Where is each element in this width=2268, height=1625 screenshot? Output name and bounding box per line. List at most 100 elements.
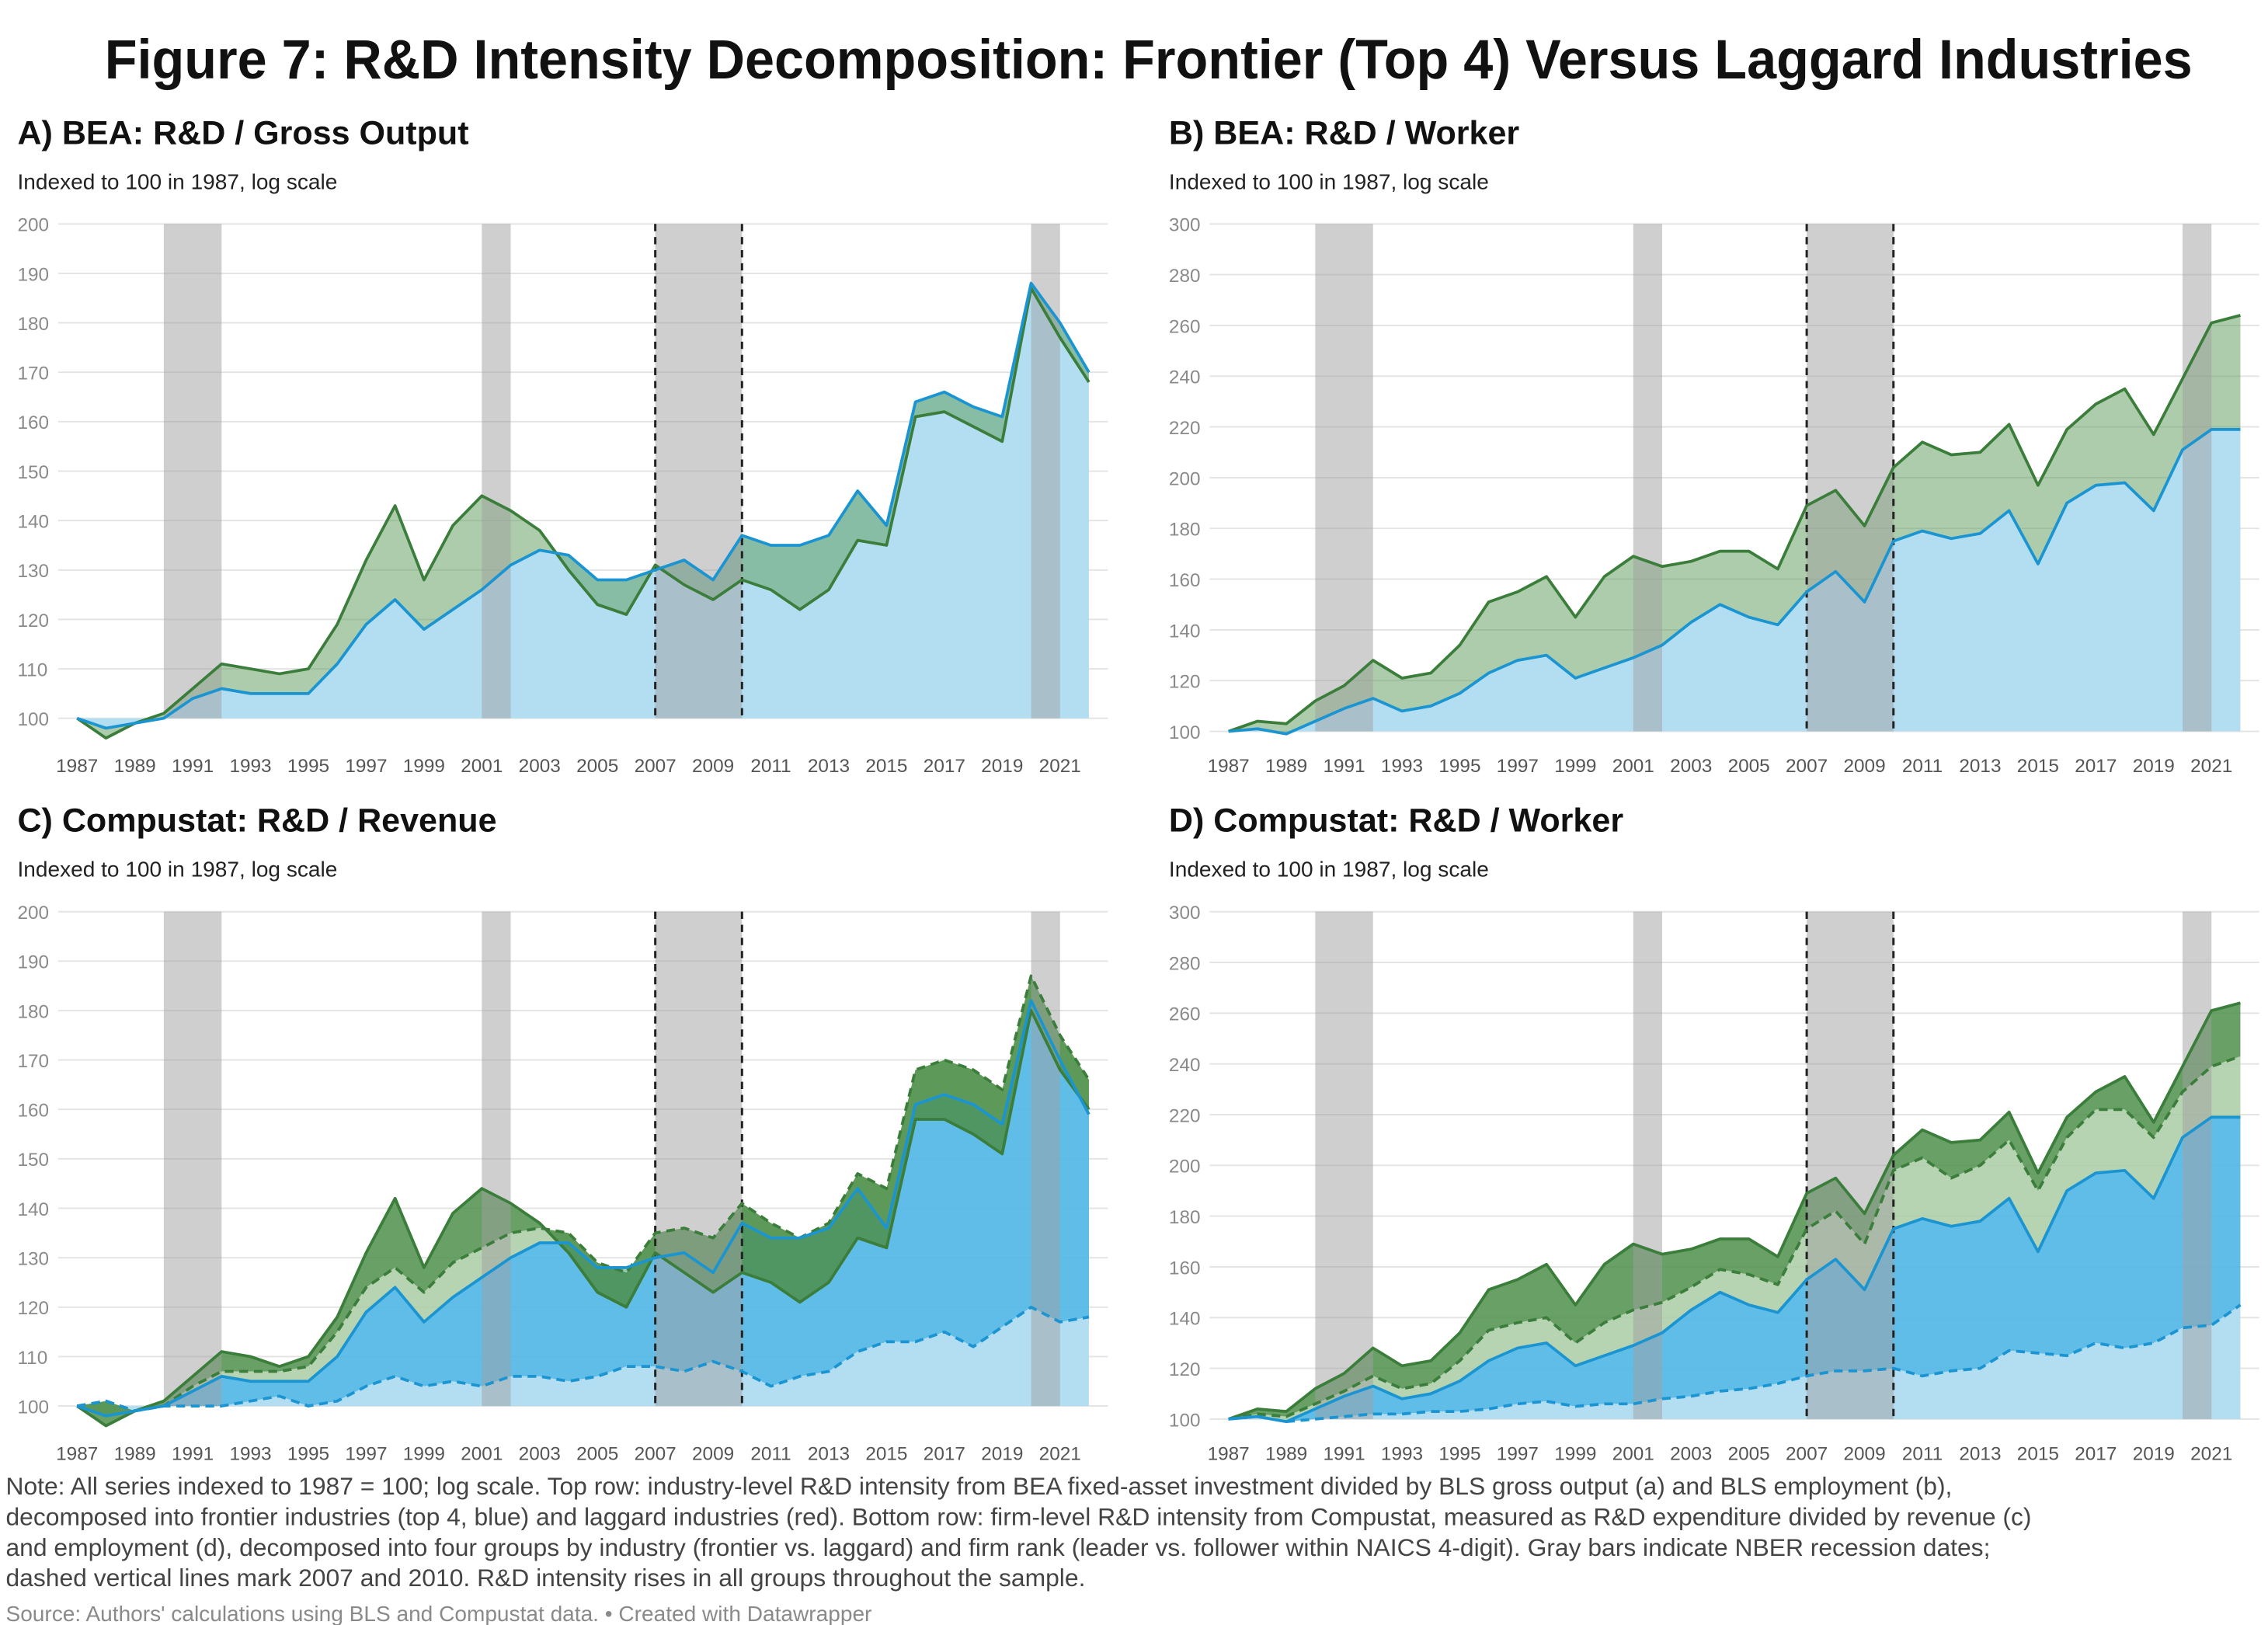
x-tick-label: 1991 bbox=[1323, 1443, 1365, 1464]
source: Source: Authors' calculations using BLS … bbox=[5, 1602, 871, 1625]
x-tick-label: 1999 bbox=[403, 756, 445, 777]
x-tick-label: 1993 bbox=[229, 756, 271, 777]
x-tick-label: 1999 bbox=[1554, 1443, 1596, 1464]
y-tick-label: 120 bbox=[17, 611, 49, 632]
x-tick-label: 1995 bbox=[287, 756, 329, 777]
y-tick-label: 140 bbox=[1169, 1309, 1201, 1330]
area bbox=[77, 283, 1089, 729]
x-tick-label: 2011 bbox=[1902, 1443, 1943, 1464]
panel-title: C) Compustat: R&D / Revenue bbox=[17, 802, 496, 840]
panel-title: D) Compustat: R&D / Worker bbox=[1169, 802, 1623, 840]
x-tick-label: 2009 bbox=[1843, 1443, 1885, 1464]
y-tick-label: 280 bbox=[1169, 953, 1201, 974]
x-tick-label: 1987 bbox=[56, 756, 98, 777]
x-tick-label: 2013 bbox=[808, 756, 850, 777]
x-tick-label: 2005 bbox=[1728, 756, 1770, 777]
recession-bar bbox=[1807, 911, 1894, 1419]
y-tick-label: 190 bbox=[17, 952, 49, 973]
y-tick-label: 220 bbox=[1169, 418, 1201, 439]
x-tick-label: 1995 bbox=[1438, 756, 1480, 777]
series-line bbox=[1228, 1303, 2242, 1424]
y-tick-label: 140 bbox=[17, 512, 49, 533]
panel-title: A) BEA: R&D / Gross Output bbox=[17, 114, 468, 151]
x-tick-label: 2015 bbox=[865, 756, 907, 777]
recession-bar bbox=[482, 224, 511, 719]
x-tick-label: 2001 bbox=[1612, 756, 1654, 777]
recession-bar bbox=[482, 911, 511, 1407]
x-tick-label: 2019 bbox=[2133, 756, 2175, 777]
x-tick-label: 2005 bbox=[1728, 1443, 1770, 1464]
y-tick-label: 120 bbox=[1169, 1359, 1201, 1380]
recession-bar bbox=[1807, 224, 1894, 732]
series-line bbox=[1228, 1055, 2242, 1421]
x-tick-label: 2013 bbox=[1959, 756, 2001, 777]
x-tick-label: 1987 bbox=[1208, 1443, 1250, 1464]
x-tick-label: 2007 bbox=[1786, 1443, 1828, 1464]
x-tick-label: 2011 bbox=[1902, 756, 1943, 777]
recession-bar bbox=[163, 911, 222, 1407]
x-tick-label: 1997 bbox=[345, 756, 387, 777]
x-tick-label: 1991 bbox=[1323, 756, 1365, 777]
x-tick-label: 2019 bbox=[2133, 1443, 2175, 1464]
recession-bar bbox=[1031, 911, 1060, 1407]
x-tick-label: 1989 bbox=[1265, 1443, 1307, 1464]
x-tick-label: 1993 bbox=[1381, 1443, 1423, 1464]
x-tick-label: 1989 bbox=[1265, 756, 1307, 777]
x-tick-label: 2005 bbox=[576, 756, 618, 777]
x-tick-label: 2017 bbox=[924, 756, 965, 777]
x-tick-label: 2007 bbox=[1786, 756, 1828, 777]
y-tick-label: 180 bbox=[17, 1001, 49, 1022]
x-tick-label: 2001 bbox=[461, 1443, 503, 1464]
note-line: decomposed into frontier industries (top… bbox=[5, 1503, 2031, 1531]
x-tick-label: 2017 bbox=[924, 1443, 965, 1464]
x-tick-label: 1995 bbox=[287, 1443, 329, 1464]
panel-subtitle: Indexed to 100 in 1987, log scale bbox=[1169, 169, 1489, 193]
y-tick-label: 110 bbox=[17, 1348, 47, 1369]
series-line bbox=[76, 1009, 1091, 1428]
panel-subtitle: Indexed to 100 in 1987, log scale bbox=[17, 858, 337, 882]
x-tick-label: 1999 bbox=[403, 1443, 445, 1464]
y-tick-label: 260 bbox=[1169, 316, 1201, 337]
x-tick-label: 2009 bbox=[692, 756, 734, 777]
y-tick-label: 240 bbox=[1169, 1055, 1201, 1076]
area bbox=[1228, 1003, 2241, 1419]
recession-bar bbox=[163, 224, 222, 719]
x-tick-label: 2013 bbox=[1959, 1443, 2001, 1464]
x-tick-label: 1991 bbox=[172, 756, 214, 777]
recession-bar bbox=[1031, 224, 1060, 719]
x-tick-label: 2007 bbox=[635, 756, 677, 777]
note-line: dashed vertical lines mark 2007 and 2010… bbox=[5, 1564, 1085, 1592]
x-tick-label: 2013 bbox=[808, 1443, 850, 1464]
panel-subtitle: Indexed to 100 in 1987, log scale bbox=[1169, 858, 1489, 882]
y-tick-label: 220 bbox=[1169, 1105, 1201, 1126]
y-tick-label: 160 bbox=[1169, 570, 1201, 591]
area bbox=[1228, 429, 2241, 734]
y-tick-label: 180 bbox=[1169, 520, 1201, 541]
x-tick-label: 2005 bbox=[576, 1443, 618, 1464]
y-tick-label: 140 bbox=[17, 1199, 49, 1220]
x-tick-label: 2003 bbox=[1670, 1443, 1712, 1464]
recession-bar bbox=[655, 911, 743, 1407]
series-line bbox=[76, 1305, 1090, 1413]
x-tick-label: 2001 bbox=[1612, 1443, 1654, 1464]
y-tick-label: 110 bbox=[17, 659, 47, 680]
x-tick-label: 2021 bbox=[2190, 1443, 2232, 1464]
x-tick-label: 2017 bbox=[2075, 756, 2117, 777]
area bbox=[1228, 315, 2241, 734]
y-tick-label: 200 bbox=[17, 215, 49, 236]
x-tick-label: 2019 bbox=[981, 1443, 1023, 1464]
x-tick-label: 1993 bbox=[229, 1443, 271, 1464]
x-tick-label: 1995 bbox=[1438, 1443, 1480, 1464]
y-tick-label: 200 bbox=[17, 903, 49, 924]
y-tick-label: 280 bbox=[1169, 266, 1201, 287]
x-tick-label: 2021 bbox=[1039, 1443, 1081, 1464]
series-line bbox=[76, 287, 1091, 740]
x-tick-label: 2011 bbox=[750, 1443, 791, 1464]
y-tick-label: 160 bbox=[1169, 1258, 1201, 1279]
panel-title: B) BEA: R&D / Worker bbox=[1169, 114, 1519, 151]
area bbox=[1228, 1117, 2241, 1422]
x-tick-label: 1999 bbox=[1554, 756, 1596, 777]
note-line: and employment (d), decomposed into four… bbox=[5, 1533, 1990, 1561]
area bbox=[1228, 1304, 2241, 1422]
